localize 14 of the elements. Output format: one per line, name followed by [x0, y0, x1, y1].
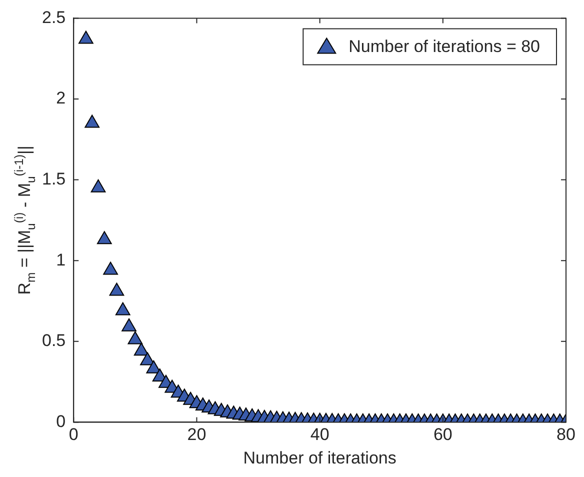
- y-tick-label: 1: [56, 250, 66, 270]
- x-tick-label: 60: [433, 425, 452, 444]
- text: Rm = ||Mu(i) - Mu(i-1)||: [12, 146, 38, 295]
- y-tick-label: 2.5: [42, 8, 66, 27]
- legend-label: Number of iterations = 80: [348, 36, 540, 56]
- y-tick-label: 1.5: [42, 169, 66, 188]
- x-tick-label: 40: [310, 425, 330, 444]
- y-tick-label: 2: [56, 88, 66, 108]
- x-tick-label: 20: [187, 425, 206, 444]
- x-tick-label: 80: [556, 425, 576, 444]
- y-tick-label: 0: [56, 412, 66, 431]
- y-tick-label: 0.5: [42, 331, 66, 350]
- x-axis-title: Number of iterations: [243, 448, 396, 468]
- x-tick-label: 0: [68, 425, 78, 444]
